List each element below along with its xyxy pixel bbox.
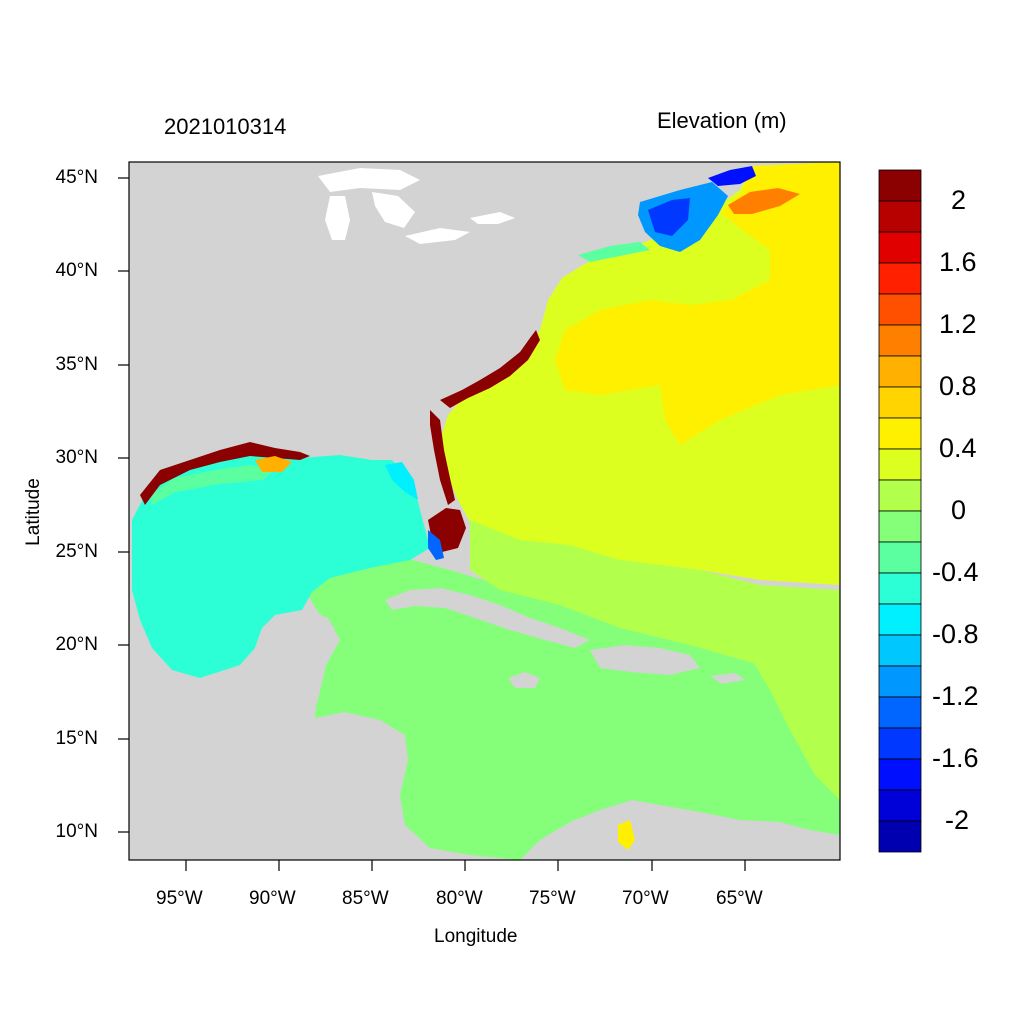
colorbar-label: -1.6 <box>932 743 979 773</box>
lat-tick-label: 40°N <box>55 260 98 281</box>
lat-tick-label: 15°N <box>55 728 98 749</box>
lake-huron <box>372 192 415 228</box>
lake-erie <box>405 228 470 244</box>
colorbar-label: -1.2 <box>932 681 979 711</box>
lon-tick-label: 95°W <box>156 888 203 909</box>
caribbean-sea <box>302 558 840 860</box>
timestamp-title: 2021010314 <box>164 114 287 139</box>
colorbar-box <box>878 231 922 264</box>
colorbar-label: -0.8 <box>932 619 979 649</box>
colorbar-box <box>878 293 922 326</box>
louisiana-bight-orange <box>255 456 292 472</box>
lat-tick-label: 45°N <box>55 167 98 188</box>
y-axis-title: Latitude <box>23 478 44 546</box>
south-america-land <box>520 800 840 860</box>
plot-frame <box>128 161 841 861</box>
nova-scotia-high <box>728 188 800 214</box>
lon-tick-label: 90°W <box>249 888 296 909</box>
bay-of-fundy-low <box>708 166 756 186</box>
colorbar-label: 1.6 <box>939 247 977 277</box>
lake-maracaibo <box>618 820 635 850</box>
lat-tick-label: 25°N <box>55 541 98 562</box>
colorbar-box <box>878 200 922 233</box>
colorbar-box <box>878 820 922 853</box>
lon-tick-label: 65°W <box>716 888 763 909</box>
gulf-of-maine-core <box>648 198 690 236</box>
colorbar-box <box>878 324 922 357</box>
jamaica-island <box>508 672 540 688</box>
lon-tick-label: 80°W <box>436 888 483 909</box>
colorbar-label: 0.8 <box>939 371 977 401</box>
lat-tick-label: 20°N <box>55 634 98 655</box>
colorbar-box <box>878 541 922 574</box>
colorbar-box <box>878 448 922 481</box>
gulf-coast-surge <box>140 442 310 505</box>
colorbar <box>878 169 922 853</box>
lon-tick-label: 75°W <box>529 888 576 909</box>
colorbar-label: 2 <box>951 185 967 215</box>
map-panel <box>129 162 840 860</box>
lake-ontario <box>470 212 515 224</box>
colorbar-box <box>878 417 922 450</box>
lat-tick-marks <box>118 177 129 833</box>
gulf-shelf-green <box>150 465 275 505</box>
florida-shelf <box>385 462 418 500</box>
colorbar-box <box>878 572 922 605</box>
colorbar-box <box>878 603 922 636</box>
lon-tick-label: 85°W <box>342 888 389 909</box>
variable-title: Elevation (m) <box>657 108 787 133</box>
lat-tick-label: 10°N <box>55 821 98 842</box>
lat-tick-label: 35°N <box>55 354 98 375</box>
cape-cod-lowband <box>578 242 650 262</box>
colorbar-label: -2 <box>945 805 970 835</box>
colorbar-box <box>878 696 922 729</box>
colorbar-box <box>878 262 922 295</box>
colorbar-label: -0.4 <box>932 557 979 587</box>
yucatan-peninsula <box>250 612 340 718</box>
puerto-rico-island <box>710 673 745 684</box>
gulf-of-mexico <box>132 452 430 678</box>
colorbar-label: 1.2 <box>939 309 977 339</box>
colorbar-box <box>878 479 922 512</box>
colorbar-box <box>878 758 922 791</box>
colorbar-box <box>878 634 922 667</box>
colorbar-box <box>878 789 922 822</box>
colorbar-box <box>878 510 922 543</box>
colorbar-label: 0.4 <box>939 433 977 463</box>
atlantic-high-zone <box>555 162 840 445</box>
lake-michigan <box>325 196 350 240</box>
lake-superior <box>318 168 420 192</box>
colorbar-label: 0 <box>951 495 967 525</box>
lon-tick-label: 70°W <box>622 888 669 909</box>
colorbar-box <box>878 169 922 202</box>
florida-east-surge <box>430 410 455 505</box>
east-caribbean-greenish <box>740 640 840 800</box>
cuba-island <box>385 588 590 648</box>
south-florida-trough <box>428 530 444 560</box>
x-axis-title: Longitude <box>434 926 518 947</box>
colorbar-box <box>878 355 922 388</box>
hispaniola-island <box>590 645 700 675</box>
carolina-coast-surge <box>440 330 540 408</box>
colorbar-box <box>878 386 922 419</box>
lat-tick-label: 30°N <box>55 447 98 468</box>
colorbar-box <box>878 665 922 698</box>
colorbar-box <box>878 727 922 760</box>
lon-tick-marks <box>185 860 746 871</box>
